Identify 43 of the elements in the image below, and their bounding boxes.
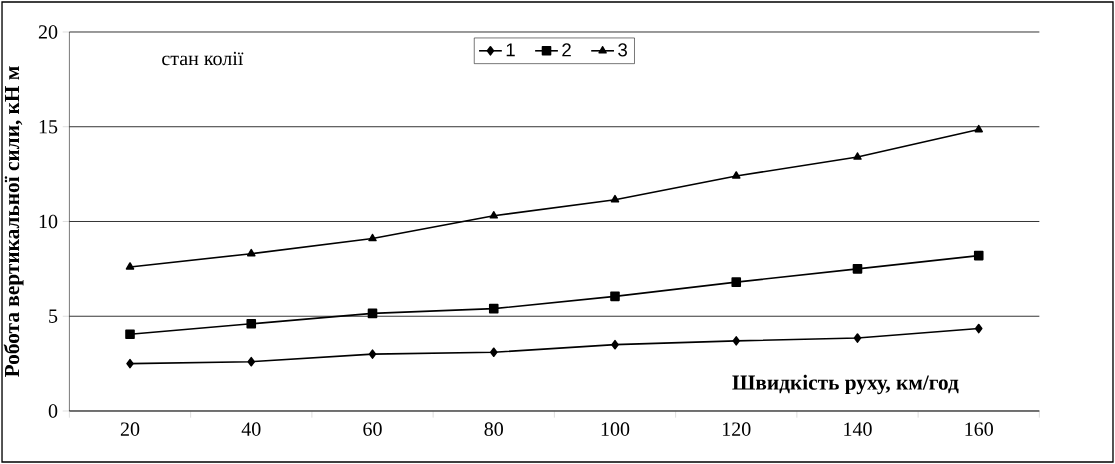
point [974, 323, 983, 334]
x-tick-label: 140 [844, 422, 872, 436]
point [489, 347, 498, 358]
x-tick-label: 100 [601, 422, 630, 436]
legend-label: 1 [506, 43, 515, 57]
y-axis-title: Робота вертикальної сили, кН м [3, 66, 24, 378]
y-tick-label: 15 [39, 120, 58, 134]
point [368, 349, 377, 359]
point [852, 264, 863, 274]
annotation: стан колії [162, 51, 244, 66]
x-tick-label: 80 [484, 422, 503, 436]
point [610, 291, 620, 302]
point [974, 124, 983, 133]
y-tick-label: 0 [48, 404, 58, 418]
x-tick-label: 40 [241, 422, 261, 436]
point [731, 171, 741, 179]
point [246, 319, 257, 329]
point [973, 250, 984, 261]
point [126, 358, 134, 369]
point [368, 233, 377, 242]
point [367, 308, 378, 319]
x-tick-label: 20 [120, 422, 140, 436]
point [610, 194, 620, 203]
point [853, 152, 862, 160]
legend-label: 2 [562, 43, 571, 57]
point [732, 336, 741, 346]
x-axis-title: Швидкість руху, км/год [732, 374, 959, 395]
point [611, 339, 619, 350]
point [125, 329, 135, 340]
point [731, 277, 742, 287]
y-tick-label: 5 [49, 309, 58, 323]
x-tick-label: 160 [965, 422, 993, 436]
x-tick-label: 60 [363, 422, 382, 436]
point [247, 356, 256, 367]
legend-label: 3 [618, 43, 627, 57]
point [125, 262, 135, 270]
point [488, 303, 499, 314]
y-tick-label: 10 [39, 214, 58, 229]
x-tick-label: 120 [723, 422, 751, 436]
point [489, 211, 499, 219]
point [246, 248, 256, 257]
point [853, 333, 862, 343]
y-tick-label: 20 [38, 25, 58, 39]
